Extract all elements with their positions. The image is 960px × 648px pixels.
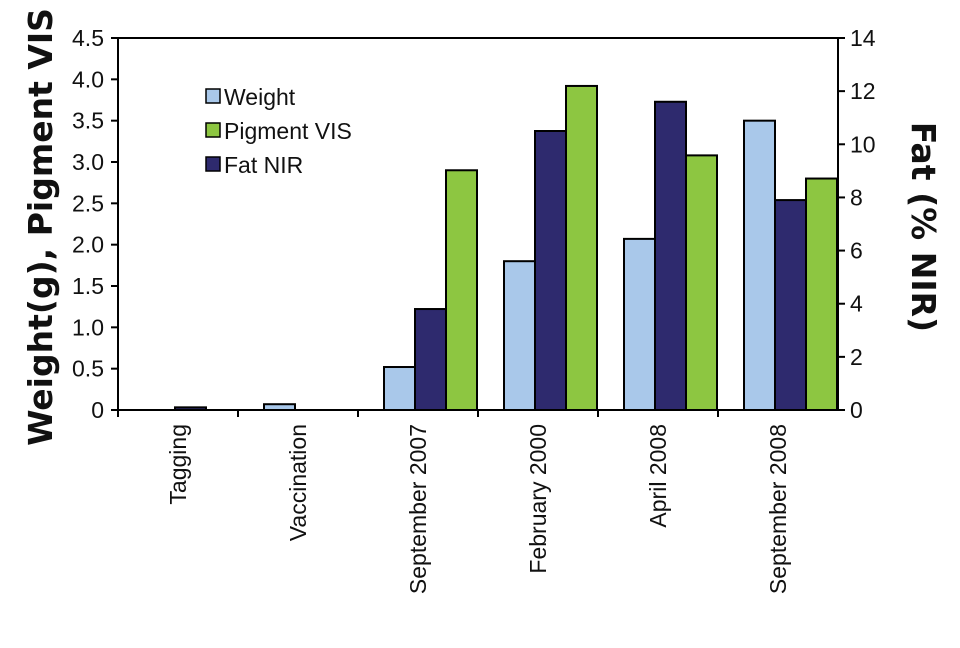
category-label: April 2008	[645, 424, 671, 528]
y2-tick-label: 12	[850, 78, 876, 104]
y-tick-label: 0.5	[72, 356, 104, 382]
legend-swatch	[205, 156, 221, 172]
y-tick-label: 4.0	[72, 66, 104, 92]
bar-fat-nir	[534, 130, 567, 411]
bar-pigment-vis	[445, 169, 478, 411]
y2-tick-label: 10	[850, 131, 876, 157]
category-label: September 2007	[405, 424, 431, 594]
bar-fat-nir	[414, 308, 447, 411]
bar-pigment-vis	[805, 177, 838, 411]
y-tick-label: 4.5	[72, 25, 104, 51]
category-label: Vaccination	[285, 424, 311, 541]
y2-tick-label: 14	[850, 25, 876, 51]
y-tick-label: 0	[91, 397, 104, 423]
bar-weight	[743, 119, 776, 412]
legend-label: Fat NIR	[224, 152, 303, 178]
bar-weight	[623, 237, 656, 411]
bar-fat-nir	[654, 100, 687, 412]
y-axis-title: Weight(g), Pigment VIS	[21, 8, 60, 446]
bar-pigment-vis	[565, 84, 598, 412]
bar-pigment-vis	[685, 154, 718, 411]
y-tick-label: 3.0	[72, 149, 104, 175]
category-label: February 2000	[525, 424, 551, 574]
y2-tick-label: 8	[850, 184, 863, 210]
right-axis-ticks: 0 2 4 6 8 10 12 14	[838, 25, 876, 423]
y2-tick-label: 4	[850, 291, 863, 317]
legend-swatch	[205, 122, 221, 138]
legend: Weight Pigment VIS Fat NIR	[205, 84, 352, 178]
y-tick-label: 2.0	[72, 232, 104, 258]
bar-weight	[383, 366, 416, 412]
bar-fat-nir	[774, 199, 807, 411]
bar-weight	[503, 260, 536, 412]
y-tick-label: 1.5	[72, 273, 104, 299]
left-axis-ticks: 0 0.5 1.0 1.5 2.0 2.5 3.0 3.5 4.0 4.5	[72, 25, 118, 423]
y-tick-label: 1.0	[72, 314, 104, 340]
y2-axis-title: Fat (% NIR)	[904, 122, 943, 332]
category-label: Tagging	[165, 424, 191, 505]
category-label: September 2008	[765, 424, 791, 594]
category-labels: Tagging Vaccination September 2007 February…	[117, 410, 791, 594]
y2-tick-label: 2	[850, 344, 863, 370]
y-tick-label: 3.5	[72, 108, 104, 134]
legend-label: Pigment VIS	[224, 118, 352, 144]
legend-swatch	[205, 88, 221, 104]
y-tick-label: 2.5	[72, 190, 104, 216]
y2-tick-label: 0	[850, 397, 863, 423]
legend-label: Weight	[224, 84, 296, 110]
y2-tick-label: 6	[850, 238, 863, 264]
